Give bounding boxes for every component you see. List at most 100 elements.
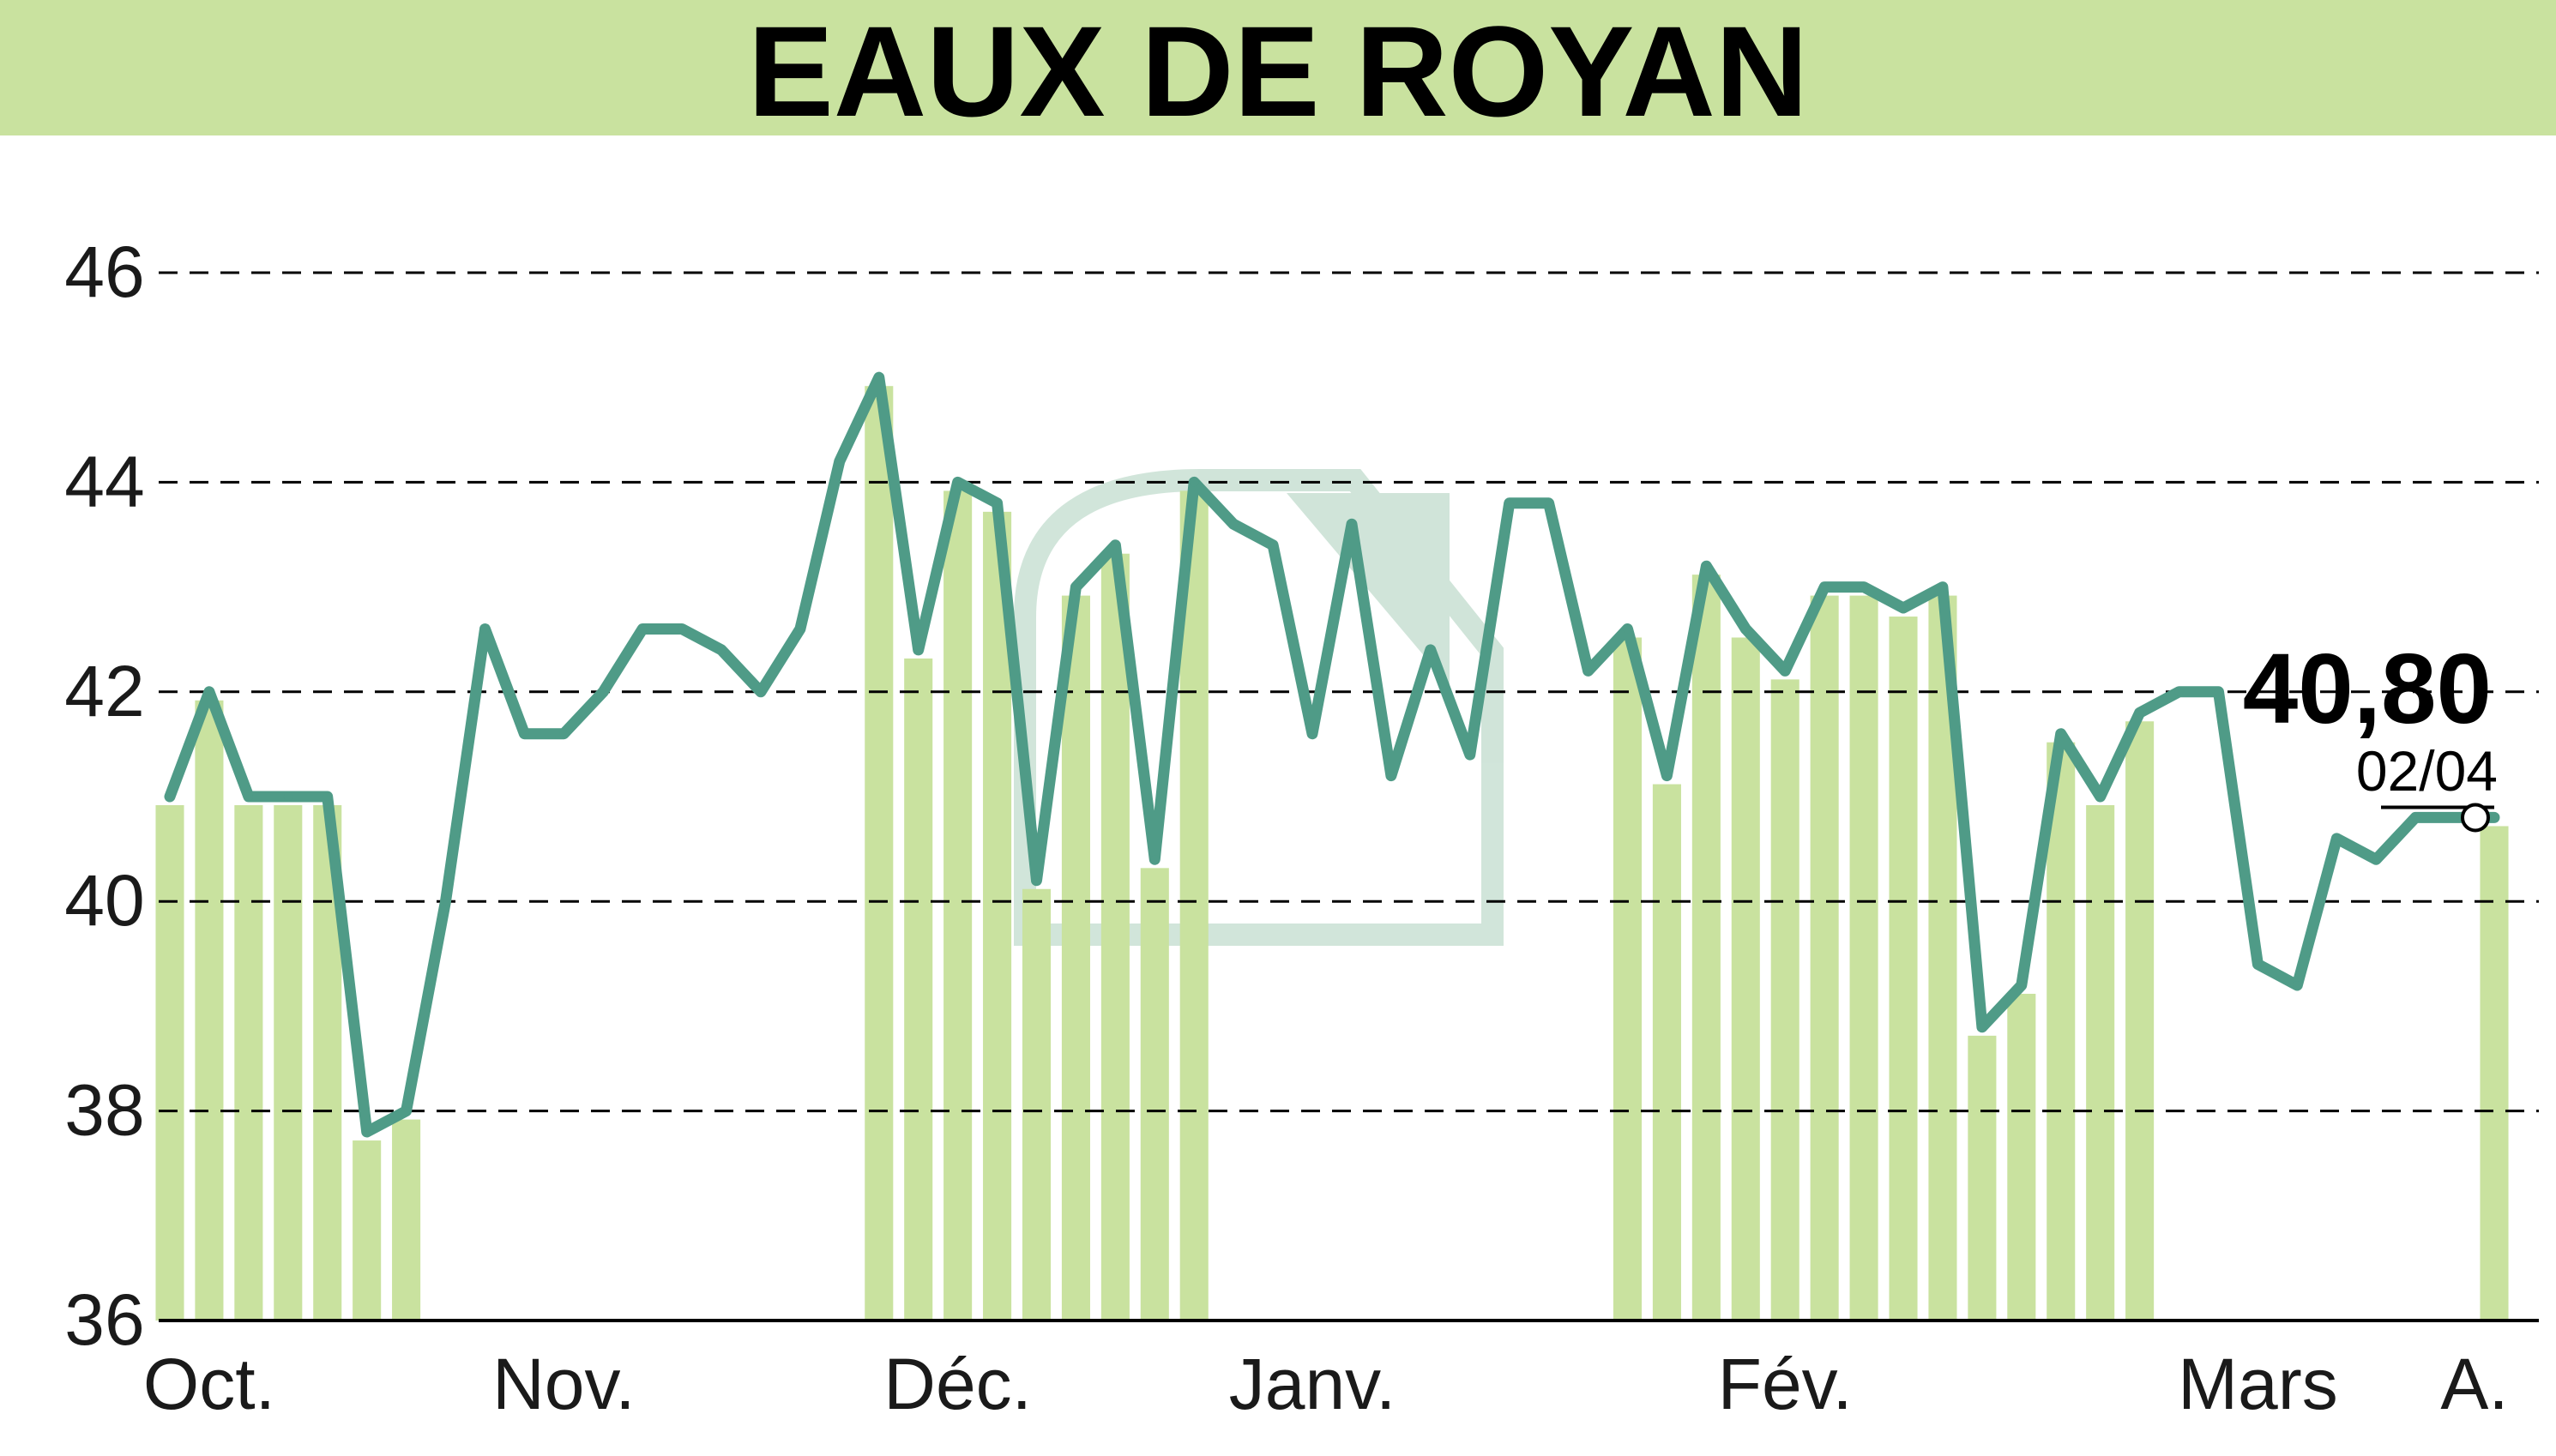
- volume-bar: [2007, 993, 2036, 1321]
- price-point: [1662, 771, 1672, 780]
- x-axis-months: Oct. Nov. Déc. Janv. Fév. Mars A.: [143, 1344, 2509, 1424]
- volume-bar: [353, 1140, 382, 1321]
- volume-bar: [1613, 637, 1643, 1321]
- month-label: A.: [2440, 1344, 2508, 1424]
- price-point: [2214, 687, 2223, 696]
- price-point: [520, 729, 529, 738]
- price-point: [2332, 833, 2342, 843]
- month-label: Oct.: [143, 1344, 275, 1424]
- volume-bar: [2480, 826, 2509, 1321]
- y-tick-label: 46: [64, 232, 144, 312]
- price-line: [164, 371, 2500, 1138]
- price-point: [1702, 562, 1711, 571]
- price-point: [1938, 582, 1947, 592]
- volume-bar: [1968, 1035, 1997, 1321]
- price-point: [1032, 875, 1041, 885]
- volume-bar: [274, 805, 303, 1321]
- y-tick-label: 38: [64, 1070, 144, 1151]
- price-point: [559, 729, 569, 738]
- price-point: [2056, 729, 2065, 738]
- price-point: [1504, 498, 1514, 508]
- price-point: [2135, 708, 2144, 718]
- price-point: [1308, 729, 1317, 738]
- last-value-marker: [2461, 803, 2490, 833]
- price-point: [2490, 813, 2499, 822]
- price-point: [1269, 540, 1278, 550]
- price-point: [166, 792, 174, 801]
- last-value-label: 40,80: [2243, 633, 2492, 744]
- volume-bar: [1810, 595, 1839, 1321]
- price-point: [401, 1106, 411, 1116]
- price-point: [441, 897, 450, 906]
- month-label: Janv.: [1229, 1344, 1396, 1424]
- price-point: [638, 624, 648, 634]
- price-point: [1426, 645, 1435, 654]
- price-point: [1977, 1022, 1986, 1032]
- title-band: [0, 0, 2556, 135]
- price-point: [2411, 813, 2420, 822]
- y-tick-label: 44: [64, 441, 144, 521]
- price-point: [480, 624, 490, 634]
- month-label: Nov.: [492, 1344, 635, 1424]
- price-point: [204, 687, 214, 696]
- volume-bar: [1691, 575, 1721, 1321]
- price-point: [1465, 750, 1474, 760]
- price-point: [1583, 666, 1593, 676]
- y-tick-label: 36: [64, 1279, 144, 1360]
- price-point: [1781, 666, 1790, 676]
- price-point: [283, 792, 292, 801]
- price-point: [2451, 813, 2460, 822]
- price-point: [1860, 582, 1869, 592]
- y-axis-ticks: 36 38 40 42 44 46: [64, 232, 144, 1360]
- price-point: [599, 687, 608, 696]
- price-point: [1111, 540, 1120, 550]
- volume-bars: [155, 386, 2509, 1321]
- volume-bar: [1731, 637, 1760, 1321]
- price-point: [992, 498, 1002, 508]
- volume-bar: [1770, 679, 1799, 1321]
- price-point: [913, 645, 923, 654]
- y-tick-label: 40: [64, 860, 144, 941]
- volume-bar: [1061, 595, 1090, 1321]
- price-point: [2372, 855, 2381, 864]
- volume-bar: [195, 700, 224, 1321]
- volume-bar: [943, 490, 973, 1321]
- month-label: Fév.: [1718, 1344, 1853, 1424]
- price-point: [717, 645, 726, 654]
- price-point: [1229, 520, 1239, 529]
- watermark-logo: [1014, 469, 1504, 946]
- price-point: [953, 478, 962, 487]
- price-point: [1386, 771, 1396, 780]
- volume-bar: [2125, 721, 2155, 1321]
- volume-bar: [865, 386, 894, 1321]
- volume-bar: [1179, 490, 1209, 1321]
- price-point: [2095, 792, 2105, 801]
- watermark-triangle: [1287, 493, 1450, 686]
- volume-bar: [1652, 784, 1681, 1321]
- chart-title: EAUX DE ROYAN: [748, 0, 1808, 143]
- volume-bar: [1022, 888, 1052, 1321]
- month-label: Mars: [2178, 1344, 2338, 1424]
- price-point: [874, 373, 883, 382]
- watermark-arch: [1014, 469, 1504, 946]
- volume-bar: [1140, 868, 1169, 1321]
- volume-bar: [1889, 617, 1918, 1321]
- volume-bar: [1849, 595, 1878, 1321]
- price-series-line: [164, 371, 2500, 1138]
- price-point: [1741, 624, 1751, 634]
- price-point: [2174, 687, 2184, 696]
- grid-lines: [159, 271, 2539, 1322]
- price-point: [244, 792, 253, 801]
- price-point: [1347, 520, 1356, 529]
- y-tick-label: 42: [64, 651, 144, 731]
- price-point: [2293, 980, 2302, 990]
- price-point: [1071, 582, 1081, 592]
- price-point: [795, 624, 805, 634]
- price-point: [678, 624, 687, 634]
- price-point: [1623, 624, 1632, 634]
- price-point: [362, 1128, 371, 1137]
- last-date-label: 02/04: [2356, 739, 2498, 803]
- price-point: [2253, 960, 2263, 969]
